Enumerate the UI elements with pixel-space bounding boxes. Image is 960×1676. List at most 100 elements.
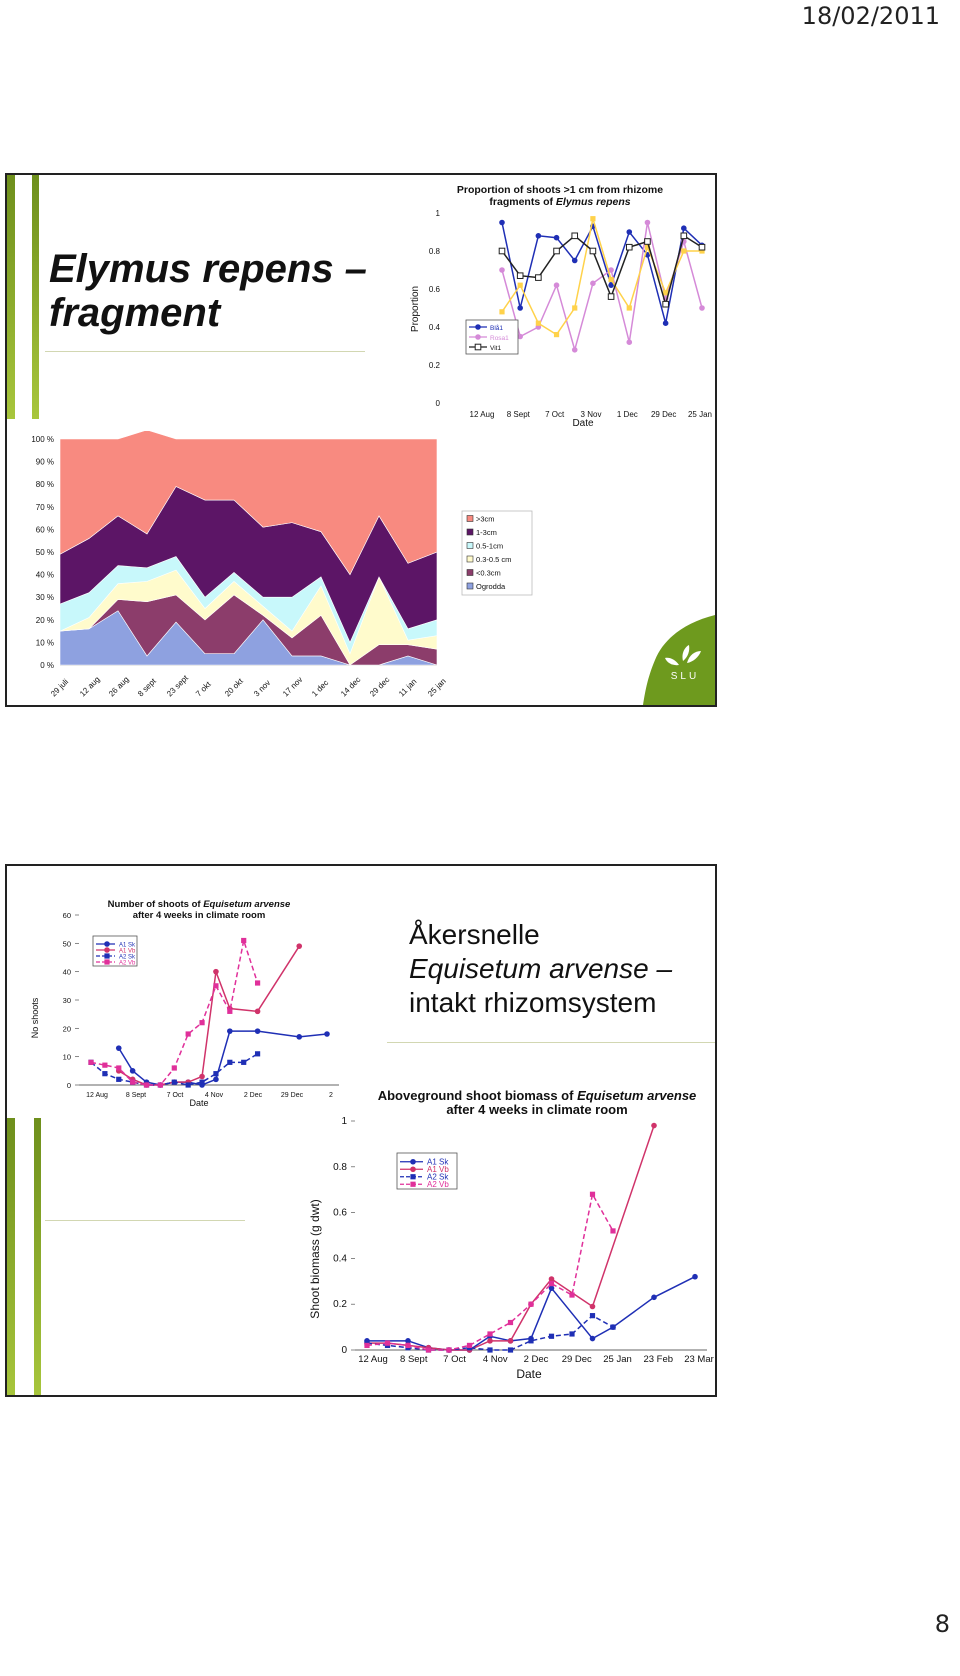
x-tick-label: 2 (329, 1092, 333, 1099)
data-point (553, 247, 560, 255)
legend-box (92, 935, 138, 967)
data-point (548, 1285, 555, 1291)
chart-title-part: Aboveground shoot biomass of (378, 1088, 577, 1103)
chart-title-part: Equisetum arvense (203, 899, 291, 910)
legend-label: Blå1 (490, 324, 503, 332)
y-tick-label: 0 (341, 1345, 347, 1356)
chart-title: Number of shoots of Equisetum arvense (108, 899, 291, 910)
y-axis-label: Proportion (410, 286, 421, 332)
plot-area (59, 431, 438, 666)
y-tick-label: 70 % (36, 503, 54, 512)
chart-title-part: Equisetum arvense (577, 1088, 696, 1103)
x-tick-label: 12 Aug (470, 410, 495, 419)
chart-title: after 4 weeks in climate room (133, 910, 266, 921)
y-tick-label: 1 (436, 209, 441, 218)
plot-area (88, 937, 330, 1088)
data-point (569, 1292, 575, 1298)
y-axis-label: Shoot biomass (g dwt) (308, 1199, 322, 1318)
data-point (681, 248, 687, 254)
title-line: Åkersnelle (409, 919, 540, 950)
y-tick-label: 10 % (36, 638, 54, 647)
x-tick-label: 7 Oct (167, 1092, 184, 1099)
legend-label: A2 Vb (119, 961, 136, 967)
data-point (241, 937, 247, 944)
data-point (143, 1082, 150, 1088)
logo-text: SLU (671, 671, 699, 682)
legend-swatch (466, 582, 474, 590)
data-point (590, 216, 596, 222)
legend-label: 0.5-1cm (476, 542, 503, 551)
y-tick-label: 40 % (36, 571, 54, 580)
legend-marker (410, 1166, 416, 1173)
data-point (254, 1008, 261, 1015)
data-point (405, 1338, 411, 1344)
x-tick-label: 3 Nov (581, 410, 602, 419)
y-tick-label: 60 % (36, 525, 54, 534)
data-point (548, 1276, 555, 1282)
x-tick-label: 1 Dec (617, 410, 638, 419)
data-point (213, 983, 219, 989)
legend-label: 1-3cm (476, 528, 497, 537)
data-point (102, 1071, 108, 1077)
chart-title: fragments of Elymus repens (489, 196, 630, 208)
x-tick-label: 7 okt (194, 679, 213, 698)
x-tick-label: 17 nov (281, 675, 304, 698)
data-point (227, 1008, 233, 1014)
y-tick-label: 100 % (31, 435, 54, 444)
chart-title: after 4 weeks in climate room (446, 1102, 627, 1117)
data-point (589, 1191, 596, 1197)
data-point (589, 1313, 596, 1319)
legend-label: Rosa1 (490, 335, 509, 342)
data-point (499, 219, 505, 226)
x-axis-label: Date (189, 1098, 208, 1108)
area-series (59, 431, 438, 576)
data-point (88, 1059, 94, 1065)
legend-label: A2 Sk (119, 955, 136, 961)
data-point (589, 1335, 596, 1342)
data-point (130, 1079, 136, 1085)
legend-marker (410, 1181, 416, 1187)
legend-label: >3cm (476, 515, 495, 524)
data-point (569, 1331, 575, 1337)
data-point (487, 1338, 493, 1344)
x-tick-label: 8 Sept (126, 1092, 146, 1099)
y-tick-label: 30 (63, 996, 71, 1005)
legend-marker (104, 947, 110, 953)
data-point (692, 1273, 698, 1280)
legend-marker (474, 343, 482, 351)
data-point (213, 968, 219, 975)
legend-marker (410, 1174, 416, 1180)
y-axis: 0 10 20 30 40 50 60 12 Aug 8 Sept 7 Oct 4 Nov 2 Dec… (63, 911, 339, 1099)
data-point (626, 339, 633, 345)
data-point (553, 282, 560, 288)
data-point (528, 1301, 534, 1307)
data-point (498, 247, 506, 255)
slide-title: Åkersnelle Equisetum arvense – intakt rh… (409, 918, 672, 1020)
y-tick-label: 50 (63, 939, 71, 948)
chart-title-part: fragments of (489, 196, 556, 208)
data-point (296, 1034, 303, 1040)
legend: >3cm 1-3cm 0.5-1cm 0.3-0.5 cm <0.3cm Ogrodda (461, 510, 533, 596)
data-point (608, 282, 614, 288)
legend-swatch (466, 515, 474, 522)
data-point (199, 1079, 205, 1085)
legend-marker (104, 959, 110, 965)
x-tick-label: 11 jan (397, 677, 418, 698)
accent-bar (7, 1118, 15, 1395)
slide-equisetum: Åkersnelle Equisetum arvense – intakt rh… (5, 864, 717, 1397)
data-point (213, 1071, 219, 1077)
legend-label: Ogrodda (476, 582, 506, 591)
data-point (157, 1082, 164, 1088)
data-point (517, 333, 523, 340)
data-point (626, 229, 633, 235)
series-line (501, 222, 703, 353)
proportion-chart: Proportion of shoots >1 cm from rhizome … (410, 184, 712, 429)
y-tick-label: 60 (63, 911, 71, 920)
x-tick-label: 23 Mar (684, 1354, 714, 1365)
data-point (535, 233, 542, 239)
data-point (227, 1059, 233, 1065)
series-line (367, 1125, 655, 1351)
data-point (517, 305, 523, 311)
data-point (199, 1020, 205, 1026)
x-tick-label: 12 Aug (358, 1354, 388, 1365)
